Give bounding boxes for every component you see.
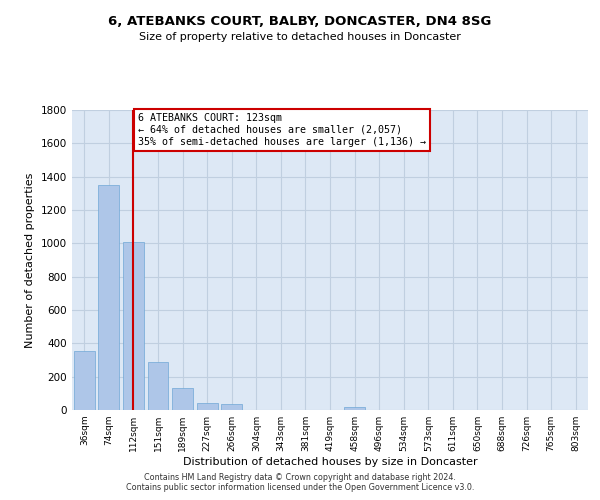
Bar xyxy=(98,185,119,410)
X-axis label: Distribution of detached houses by size in Doncaster: Distribution of detached houses by size … xyxy=(182,457,478,467)
Text: Contains HM Land Registry data © Crown copyright and database right 2024.
Contai: Contains HM Land Registry data © Crown c… xyxy=(126,473,474,492)
Bar xyxy=(221,404,242,410)
Bar xyxy=(344,406,365,410)
Bar xyxy=(172,388,193,410)
Text: 6, ATEBANKS COURT, BALBY, DONCASTER, DN4 8SG: 6, ATEBANKS COURT, BALBY, DONCASTER, DN4… xyxy=(109,15,491,28)
Bar xyxy=(74,351,95,410)
Y-axis label: Number of detached properties: Number of detached properties xyxy=(25,172,35,348)
Text: 6 ATEBANKS COURT: 123sqm
← 64% of detached houses are smaller (2,057)
35% of sem: 6 ATEBANKS COURT: 123sqm ← 64% of detach… xyxy=(139,114,427,146)
Bar xyxy=(148,362,169,410)
Bar xyxy=(197,402,218,410)
Bar xyxy=(123,242,144,410)
Text: Size of property relative to detached houses in Doncaster: Size of property relative to detached ho… xyxy=(139,32,461,42)
